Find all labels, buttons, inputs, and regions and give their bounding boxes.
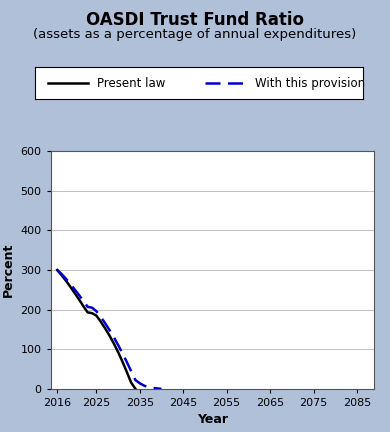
Text: OASDI Trust Fund Ratio: OASDI Trust Fund Ratio	[86, 11, 304, 29]
Text: Present law: Present law	[98, 76, 166, 90]
Text: With this provision: With this provision	[255, 76, 365, 90]
Y-axis label: Percent: Percent	[2, 243, 15, 297]
X-axis label: Year: Year	[197, 413, 228, 426]
Text: (assets as a percentage of annual expenditures): (assets as a percentage of annual expend…	[34, 28, 356, 41]
